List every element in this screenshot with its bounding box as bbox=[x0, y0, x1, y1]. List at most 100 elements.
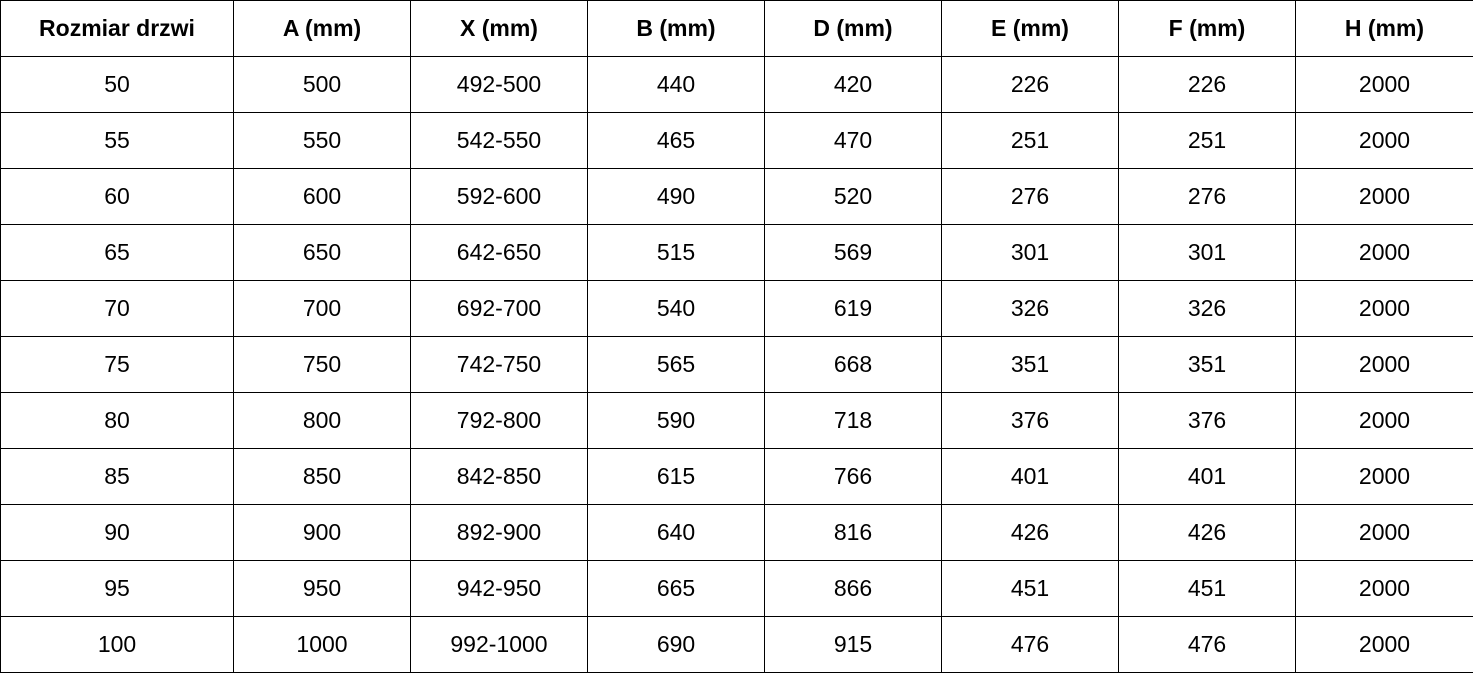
table-cell: 2000 bbox=[1295, 224, 1473, 281]
table-cell: 816 bbox=[764, 504, 942, 561]
table-cell: 95 bbox=[0, 560, 234, 617]
table-cell: 642-650 bbox=[410, 224, 588, 281]
table-cell: 2000 bbox=[1295, 504, 1473, 561]
table-cell: 251 bbox=[941, 112, 1119, 169]
table-body: 50 500 492-500 440 420 226 226 2000 55 550 542-550… bbox=[0, 56, 1473, 673]
table-cell: 476 bbox=[941, 616, 1119, 673]
column-header: B (mm) bbox=[587, 0, 765, 57]
table-cell: 892-900 bbox=[410, 504, 588, 561]
table-cell: 420 bbox=[764, 56, 942, 113]
table-row: 75 750 742-750 565 668 351 351 2000 bbox=[0, 336, 1473, 393]
table-row: 70 700 692-700 540 619 326 326 2000 bbox=[0, 280, 1473, 337]
column-header: D (mm) bbox=[764, 0, 942, 57]
table-cell: 276 bbox=[941, 168, 1119, 225]
table-cell: 766 bbox=[764, 448, 942, 505]
table-cell: 470 bbox=[764, 112, 942, 169]
table-cell: 750 bbox=[233, 336, 411, 393]
table-cell: 351 bbox=[1118, 336, 1296, 393]
table-cell: 426 bbox=[1118, 504, 1296, 561]
table-cell: 1000 bbox=[233, 616, 411, 673]
column-header: X (mm) bbox=[410, 0, 588, 57]
table-cell: 2000 bbox=[1295, 616, 1473, 673]
table-cell: 692-700 bbox=[410, 280, 588, 337]
table-cell: 226 bbox=[941, 56, 1119, 113]
table-row: 85 850 842-850 615 766 401 401 2000 bbox=[0, 448, 1473, 505]
table-cell: 520 bbox=[764, 168, 942, 225]
table-cell: 326 bbox=[941, 280, 1119, 337]
table-cell: 542-550 bbox=[410, 112, 588, 169]
table-cell: 351 bbox=[941, 336, 1119, 393]
column-header: A (mm) bbox=[233, 0, 411, 57]
table-cell: 850 bbox=[233, 448, 411, 505]
table-row: 65 650 642-650 515 569 301 301 2000 bbox=[0, 224, 1473, 281]
table-cell: 900 bbox=[233, 504, 411, 561]
table-cell: 251 bbox=[1118, 112, 1296, 169]
column-header: H (mm) bbox=[1295, 0, 1473, 57]
table-cell: 55 bbox=[0, 112, 234, 169]
table-cell: 615 bbox=[587, 448, 765, 505]
table-cell: 276 bbox=[1118, 168, 1296, 225]
table-cell: 301 bbox=[941, 224, 1119, 281]
table-cell: 376 bbox=[941, 392, 1119, 449]
table-cell: 490 bbox=[587, 168, 765, 225]
table-cell: 492-500 bbox=[410, 56, 588, 113]
table-cell: 942-950 bbox=[410, 560, 588, 617]
table-cell: 690 bbox=[587, 616, 765, 673]
table-cell: 476 bbox=[1118, 616, 1296, 673]
table-cell: 619 bbox=[764, 280, 942, 337]
table-cell: 70 bbox=[0, 280, 234, 337]
table-cell: 226 bbox=[1118, 56, 1296, 113]
table-cell: 650 bbox=[233, 224, 411, 281]
table-row: 55 550 542-550 465 470 251 251 2000 bbox=[0, 112, 1473, 169]
table-cell: 565 bbox=[587, 336, 765, 393]
table-cell: 590 bbox=[587, 392, 765, 449]
table-cell: 440 bbox=[587, 56, 765, 113]
table-row: 90 900 892-900 640 816 426 426 2000 bbox=[0, 504, 1473, 561]
table-cell: 2000 bbox=[1295, 112, 1473, 169]
table-cell: 500 bbox=[233, 56, 411, 113]
table-cell: 600 bbox=[233, 168, 411, 225]
table-row: 50 500 492-500 440 420 226 226 2000 bbox=[0, 56, 1473, 113]
table-cell: 465 bbox=[587, 112, 765, 169]
table-cell: 90 bbox=[0, 504, 234, 561]
table-cell: 915 bbox=[764, 616, 942, 673]
table-cell: 100 bbox=[0, 616, 234, 673]
table-cell: 451 bbox=[941, 560, 1119, 617]
table-cell: 50 bbox=[0, 56, 234, 113]
table-cell: 800 bbox=[233, 392, 411, 449]
column-header: E (mm) bbox=[941, 0, 1119, 57]
table-cell: 640 bbox=[587, 504, 765, 561]
table-row: 80 800 792-800 590 718 376 376 2000 bbox=[0, 392, 1473, 449]
table-cell: 326 bbox=[1118, 280, 1296, 337]
header-row: Rozmiar drzwi A (mm) X (mm) B (mm) D (mm) E (… bbox=[0, 0, 1473, 57]
table-cell: 85 bbox=[0, 448, 234, 505]
table-cell: 592-600 bbox=[410, 168, 588, 225]
table-cell: 665 bbox=[587, 560, 765, 617]
table-cell: 540 bbox=[587, 280, 765, 337]
column-header: F (mm) bbox=[1118, 0, 1296, 57]
table-cell: 2000 bbox=[1295, 392, 1473, 449]
table-cell: 2000 bbox=[1295, 56, 1473, 113]
table-cell: 2000 bbox=[1295, 168, 1473, 225]
table-cell: 950 bbox=[233, 560, 411, 617]
table-cell: 700 bbox=[233, 280, 411, 337]
table-row: 100 1000 992-1000 690 915 476 476 2000 bbox=[0, 616, 1473, 673]
table-header: Rozmiar drzwi A (mm) X (mm) B (mm) D (mm) E (… bbox=[0, 0, 1473, 57]
table-cell: 992-1000 bbox=[410, 616, 588, 673]
table-cell: 718 bbox=[764, 392, 942, 449]
table-cell: 401 bbox=[941, 448, 1119, 505]
table-cell: 2000 bbox=[1295, 336, 1473, 393]
table-row: 95 950 942-950 665 866 451 451 2000 bbox=[0, 560, 1473, 617]
table-cell: 866 bbox=[764, 560, 942, 617]
table-cell: 550 bbox=[233, 112, 411, 169]
table-cell: 426 bbox=[941, 504, 1119, 561]
table-cell: 75 bbox=[0, 336, 234, 393]
table-cell: 2000 bbox=[1295, 280, 1473, 337]
table-cell: 792-800 bbox=[410, 392, 588, 449]
table-cell: 451 bbox=[1118, 560, 1296, 617]
table-cell: 65 bbox=[0, 224, 234, 281]
table-cell: 60 bbox=[0, 168, 234, 225]
column-header: Rozmiar drzwi bbox=[0, 0, 234, 57]
table-cell: 401 bbox=[1118, 448, 1296, 505]
